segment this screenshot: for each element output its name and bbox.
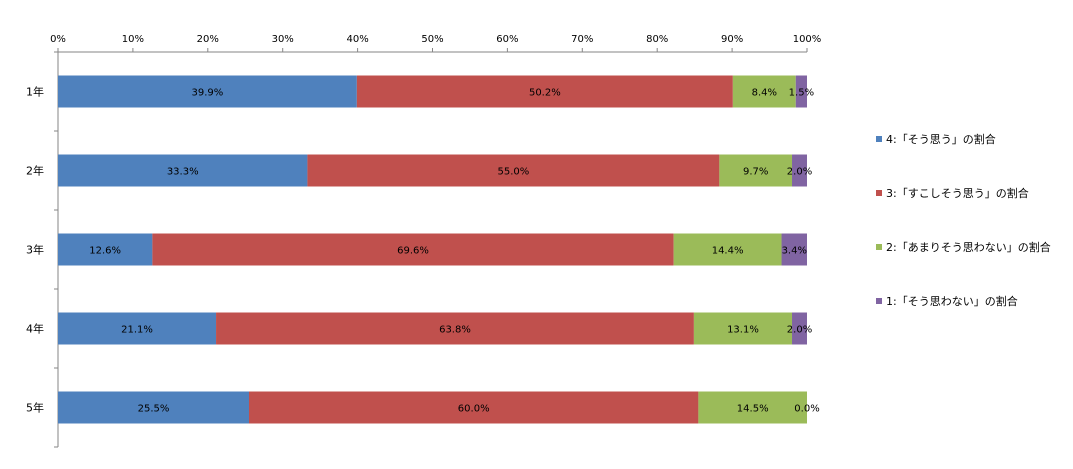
legend-marker: [876, 244, 882, 250]
legend-label: 3:「すこしそう思う」の割合: [886, 186, 1029, 200]
data-label: 33.3%: [167, 167, 199, 178]
legend-label: 1:「そう思わない」の割合: [886, 294, 1018, 308]
legend: 4:「そう思う」の割合 3:「すこしそう思う」の割合 2:「あまりそう思わない」の割…: [876, 132, 1051, 308]
data-label: 2.0%: [787, 167, 812, 178]
bar-segment: [673, 233, 782, 266]
data-label: 13.1%: [727, 325, 759, 336]
bar-segment: [781, 233, 807, 266]
bar-segment: [719, 154, 793, 187]
data-label: 69.6%: [397, 246, 429, 257]
bar-segment: [248, 391, 699, 424]
data-label: 0.0%: [794, 404, 819, 415]
bar-segment: [732, 75, 796, 108]
bar-segment: [792, 312, 807, 345]
bar-segment: [58, 75, 357, 108]
legend-marker: [876, 298, 882, 304]
bar-segment: [152, 233, 674, 266]
data-label: 2.0%: [787, 325, 812, 336]
data-label: 14.4%: [712, 246, 744, 257]
category-label: 1年: [26, 85, 44, 99]
legend-label: 4:「そう思う」の割合: [886, 132, 996, 146]
data-label: 3.4%: [782, 246, 807, 257]
data-label: 12.6%: [89, 246, 121, 257]
data-label: 25.5%: [138, 404, 170, 415]
data-labels: 39.9% 50.2% 8.4% 1.5% 33.3% 55.0% 9.7% 2.0% 12.6…: [89, 88, 819, 415]
bar-segment: [58, 312, 217, 345]
bar-segment: [693, 312, 793, 345]
bar-segment: [356, 75, 733, 108]
x-tick-label: 20%: [197, 34, 219, 45]
legend-marker: [876, 190, 882, 196]
data-label: 50.2%: [529, 88, 561, 99]
bar-segment: [792, 154, 807, 187]
x-tick-label: 100%: [793, 34, 822, 45]
data-label: 8.4%: [752, 88, 777, 99]
legend-marker: [876, 136, 882, 142]
bar-segment: [58, 233, 153, 266]
x-tick-label: 70%: [571, 34, 593, 45]
x-tick-label: 30%: [272, 34, 294, 45]
category-label: 2年: [26, 164, 44, 178]
category-label: 4年: [26, 322, 44, 336]
data-label: 1.5%: [789, 88, 814, 99]
data-label: 60.0%: [458, 404, 490, 415]
data-label: 39.9%: [192, 88, 224, 99]
x-tick-label: 50%: [421, 34, 443, 45]
data-label: 63.8%: [439, 325, 471, 336]
category-label: 3年: [26, 243, 44, 257]
data-label: 9.7%: [743, 167, 768, 178]
legend-label: 2:「あまりそう思わない」の割合: [886, 240, 1051, 254]
data-label: 14.5%: [737, 404, 769, 415]
category-label: 5年: [26, 401, 44, 415]
bars: [58, 75, 807, 424]
bar-segment: [698, 391, 807, 424]
x-tick-label: 80%: [646, 34, 668, 45]
x-tick-label: 60%: [496, 34, 518, 45]
bar-segment: [795, 75, 807, 108]
data-label: 21.1%: [121, 325, 153, 336]
x-tick-label: 10%: [122, 34, 144, 45]
x-tick-label: 40%: [346, 34, 368, 45]
x-tick-label: 0%: [50, 34, 66, 45]
bar-segment: [307, 154, 720, 187]
bar-segment: [58, 391, 249, 424]
bar-segment: [216, 312, 694, 345]
bar-segment: [58, 154, 308, 187]
axes: 0% 10% 20% 30% 40% 50% 60% 70% 80% 90% 100% 1年 2年 3年 4…: [26, 34, 822, 448]
x-tick-label: 90%: [721, 34, 743, 45]
data-label: 55.0%: [498, 167, 530, 178]
